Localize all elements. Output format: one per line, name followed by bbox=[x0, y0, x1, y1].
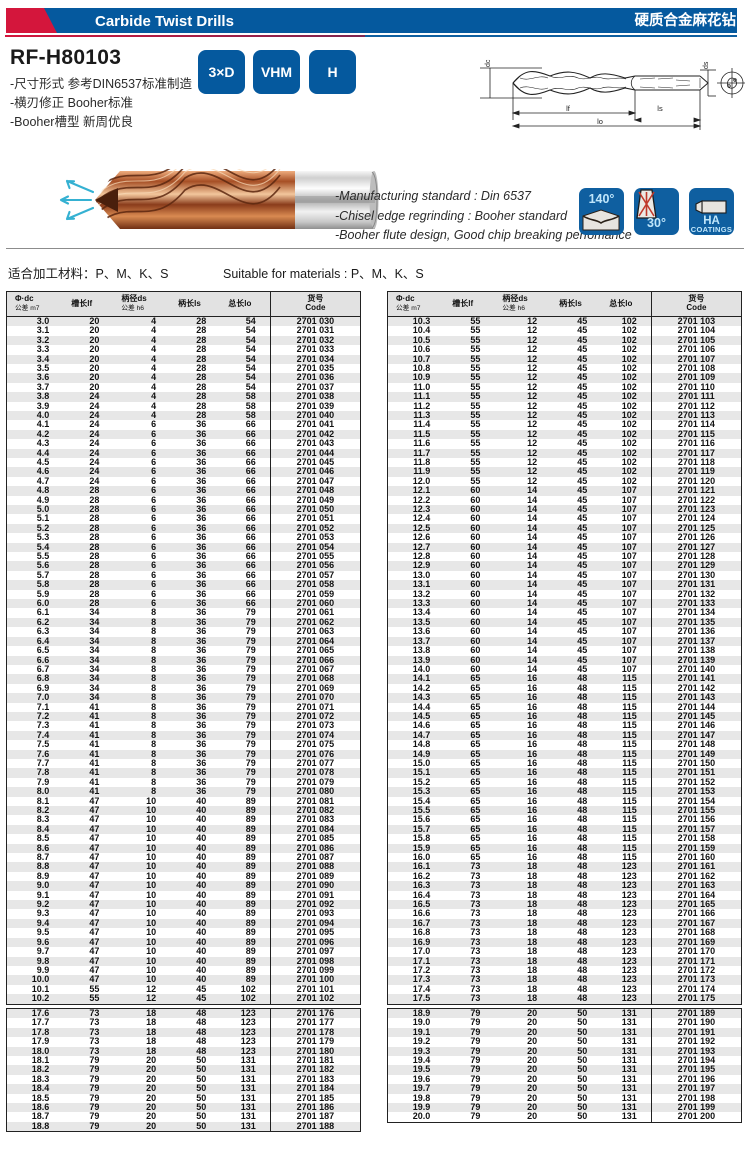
svg-text:ls: ls bbox=[657, 104, 663, 113]
svg-text:lo: lo bbox=[597, 117, 603, 126]
svg-text:ds: ds bbox=[703, 61, 710, 69]
svg-text:lf: lf bbox=[566, 104, 571, 113]
svg-text:dc: dc bbox=[485, 59, 492, 67]
